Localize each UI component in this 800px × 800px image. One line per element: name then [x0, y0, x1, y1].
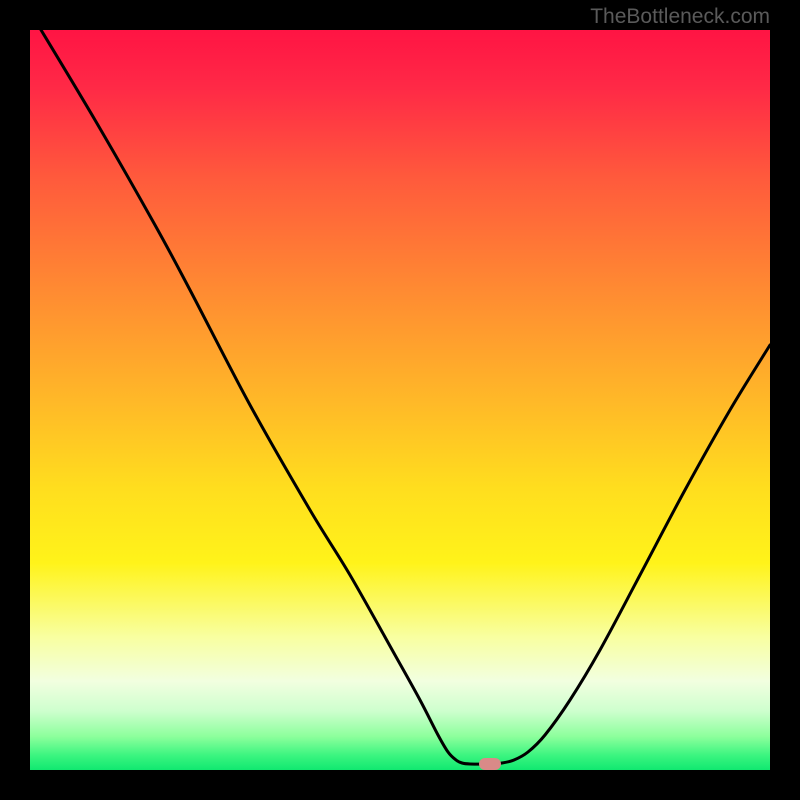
trough-marker — [479, 758, 501, 770]
watermark-text: TheBottleneck.com — [590, 5, 770, 29]
chart-svg — [0, 0, 800, 800]
chart-root: TheBottleneck.com — [0, 0, 800, 800]
plot-area — [30, 30, 770, 770]
